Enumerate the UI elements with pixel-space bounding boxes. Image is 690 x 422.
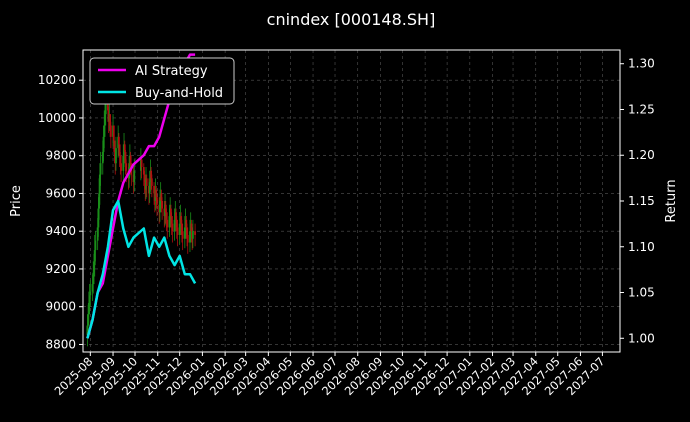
candle-body — [117, 136, 120, 145]
candle-body — [186, 227, 188, 235]
candle-body — [159, 201, 161, 213]
candle-body — [86, 325, 89, 336]
candle-body — [92, 272, 95, 285]
candle-body — [186, 234, 189, 243]
legend: AI Strategy Buy-and-Hold — [89, 57, 235, 105]
candle-body — [161, 201, 164, 209]
candle-body — [176, 227, 179, 235]
candle-body — [87, 314, 90, 326]
y-tick-label: 10200 — [38, 73, 76, 87]
y-tick-label-right: 1.30 — [628, 57, 655, 71]
candle-body — [112, 125, 115, 141]
candle-body — [168, 216, 171, 228]
candle-body — [150, 178, 153, 186]
buy-and-hold-line — [86, 199, 197, 339]
candle-body — [103, 125, 106, 137]
candle-body — [175, 212, 177, 220]
candle-body — [183, 227, 186, 239]
candle-body — [150, 170, 153, 179]
candle-body — [145, 178, 148, 186]
candle-body — [124, 151, 127, 164]
candle-body — [185, 219, 188, 228]
legend-label-bh: Buy-and-Hold — [135, 86, 223, 101]
candle-body — [166, 219, 169, 228]
y-tick-label: 9600 — [45, 186, 76, 200]
y-axis-label: Price — [9, 185, 24, 217]
candle-body — [125, 163, 128, 171]
candle-body — [109, 125, 112, 137]
candle-body — [97, 208, 100, 228]
candle-body — [156, 197, 158, 205]
y-tick-label: 10000 — [38, 111, 76, 125]
candle-body — [91, 284, 94, 292]
candle-body — [120, 163, 122, 171]
candle-body — [123, 144, 126, 152]
candle-body — [191, 231, 194, 239]
y-tick-label: 9000 — [45, 300, 76, 314]
y-tick-label: 9200 — [45, 262, 76, 276]
candle-body — [115, 148, 117, 164]
y-tick-label-right: 1.25 — [628, 102, 655, 116]
candle-body — [170, 208, 172, 217]
candle-body — [88, 295, 91, 303]
candle-body — [142, 167, 145, 175]
candle-body — [118, 144, 121, 156]
candle-body — [155, 189, 158, 198]
candle-body — [143, 174, 146, 183]
y-tick-label: 9800 — [45, 149, 76, 163]
candle-body — [119, 155, 122, 164]
candle-body — [129, 155, 132, 164]
candle-body — [87, 302, 90, 315]
candle-body — [102, 136, 105, 152]
candle-body — [94, 240, 97, 251]
candle-body — [164, 204, 167, 213]
candle-body — [171, 223, 174, 232]
y-tick-label: 8800 — [45, 337, 76, 351]
candle-body — [148, 182, 151, 194]
candles — [86, 87, 196, 347]
candle-body — [160, 193, 163, 201]
candle-body — [194, 231, 196, 235]
y-tick-label-right: 1.20 — [628, 148, 655, 162]
candle-body — [104, 102, 107, 115]
candle-body — [93, 250, 96, 266]
candle-body — [170, 216, 173, 224]
candle-body — [89, 291, 92, 296]
chart-title: cnindex [000148.SH] — [267, 10, 436, 29]
y-tick-label-right: 1.00 — [628, 331, 655, 345]
candle-body — [173, 219, 176, 232]
candle-body — [181, 223, 183, 232]
candle-body — [175, 219, 178, 228]
candle-body — [181, 231, 184, 239]
candle-body — [101, 151, 104, 164]
y-tick-label-right: 1.15 — [628, 194, 655, 208]
candle-body — [189, 231, 191, 243]
candle-body — [98, 193, 101, 209]
legend-label-ai: AI Strategy — [135, 64, 208, 79]
candle-body — [113, 140, 116, 152]
candle-body — [104, 114, 106, 126]
y-tick-label: 9400 — [45, 224, 76, 238]
candle-body — [165, 212, 168, 220]
candle-body — [109, 114, 112, 126]
candle-body — [122, 155, 125, 171]
candle-body — [133, 170, 136, 183]
candle-body — [153, 185, 155, 194]
candle-body — [190, 223, 193, 232]
candle-body — [178, 223, 181, 235]
candle-body — [140, 159, 143, 168]
candle-body — [107, 102, 109, 111]
candle-body — [93, 265, 95, 273]
y-tick-label-right: 1.10 — [628, 240, 655, 254]
candle-body — [180, 216, 183, 224]
candle-body — [99, 163, 102, 175]
y-axis-label-right: Return — [664, 179, 679, 222]
candle-body — [96, 227, 99, 241]
candle-body — [98, 174, 101, 194]
y-tick-label-right: 1.05 — [628, 286, 655, 300]
